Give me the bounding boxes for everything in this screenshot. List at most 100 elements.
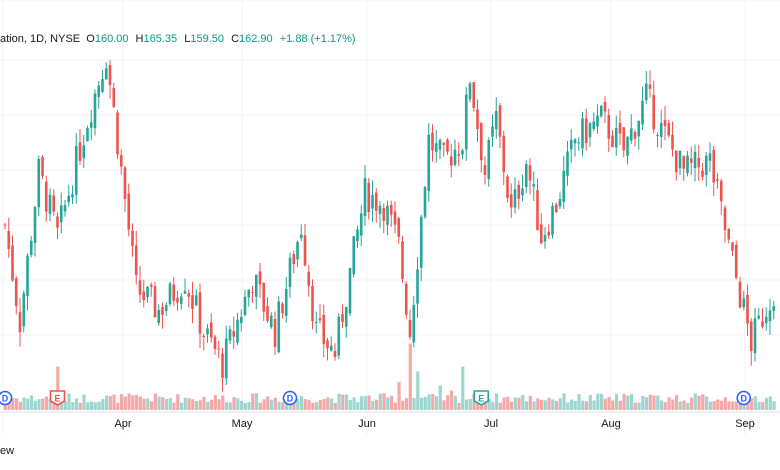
candle-body bbox=[97, 85, 101, 97]
candle-body bbox=[104, 68, 108, 80]
volume-bar bbox=[686, 402, 690, 410]
candle-body bbox=[656, 135, 659, 137]
candle-body bbox=[14, 278, 18, 307]
volume-bar bbox=[438, 385, 442, 410]
candle-body bbox=[427, 134, 431, 191]
candle-body bbox=[644, 83, 648, 101]
volume-bar bbox=[423, 396, 427, 410]
candle-body bbox=[397, 218, 401, 237]
dividend-marker bbox=[282, 390, 298, 406]
volume-bar bbox=[183, 397, 187, 410]
candle-body bbox=[363, 178, 367, 217]
interval-label[interactable]: 1D bbox=[29, 33, 45, 45]
candle-body bbox=[457, 154, 461, 157]
candle-body bbox=[449, 156, 453, 166]
volume-bar bbox=[236, 398, 240, 410]
volume-bar bbox=[329, 398, 334, 410]
candle-body bbox=[311, 286, 314, 322]
candle-body bbox=[63, 204, 67, 212]
volume-bar bbox=[577, 394, 581, 410]
candle-body bbox=[498, 105, 502, 137]
volume-bar bbox=[468, 399, 472, 410]
candle-body bbox=[168, 283, 172, 305]
volume-bar bbox=[179, 402, 184, 410]
volume-bar bbox=[217, 399, 221, 410]
volume-bar bbox=[622, 393, 626, 410]
month-label: May bbox=[232, 418, 253, 430]
candle-body bbox=[461, 150, 464, 155]
volume-bar bbox=[719, 400, 724, 410]
volume-bar bbox=[517, 397, 521, 410]
volume-bar bbox=[292, 398, 296, 410]
candle-body bbox=[187, 293, 191, 297]
volume-bar bbox=[648, 394, 652, 410]
candle-body bbox=[7, 231, 11, 250]
candle-body bbox=[149, 284, 153, 287]
volume-bar bbox=[56, 366, 60, 410]
close-label: C bbox=[231, 33, 240, 45]
volume-bar bbox=[74, 398, 79, 410]
candle-body bbox=[479, 123, 483, 161]
candle-body bbox=[761, 321, 764, 327]
volume-bar bbox=[494, 393, 499, 410]
candle-body bbox=[719, 180, 723, 202]
volume-bar bbox=[524, 401, 529, 410]
candle-body bbox=[536, 190, 539, 231]
volume-bar bbox=[269, 399, 274, 410]
volume-bar bbox=[311, 402, 315, 410]
candle-body bbox=[198, 292, 202, 334]
candle-body bbox=[224, 338, 228, 379]
volume-bar bbox=[352, 397, 356, 410]
volume-bar bbox=[14, 398, 19, 410]
candle-body bbox=[352, 236, 356, 275]
volume-bar bbox=[431, 394, 435, 410]
candle-body bbox=[18, 311, 22, 333]
candle-body bbox=[3, 224, 7, 226]
volume-bar bbox=[749, 398, 754, 410]
candle-body bbox=[153, 286, 157, 318]
candle-body bbox=[179, 296, 183, 304]
candle-body bbox=[603, 101, 607, 112]
candle-body bbox=[581, 118, 584, 149]
candle-body bbox=[228, 329, 232, 341]
volume-bar bbox=[768, 396, 772, 410]
volume-bar bbox=[498, 402, 502, 410]
volume-bar bbox=[378, 393, 382, 410]
volume-bar bbox=[592, 400, 596, 410]
volume-bar bbox=[44, 396, 49, 410]
volume-bar bbox=[712, 401, 716, 410]
volume-bar bbox=[453, 395, 457, 410]
candle-body bbox=[524, 164, 528, 187]
volume-bar bbox=[671, 399, 675, 410]
volume-bar bbox=[18, 401, 22, 410]
candle-body bbox=[112, 88, 116, 108]
symbol-name[interactable]: ation bbox=[0, 33, 24, 45]
volume-bar bbox=[753, 396, 757, 410]
volume-bar bbox=[78, 402, 82, 410]
candle-body bbox=[157, 309, 161, 324]
candle-body bbox=[423, 187, 427, 218]
volume-bar bbox=[731, 401, 735, 410]
candle-body bbox=[539, 224, 543, 244]
candle-body bbox=[697, 157, 701, 168]
volume-bar bbox=[322, 398, 326, 410]
volume-bar bbox=[502, 397, 506, 410]
volume-bar bbox=[757, 401, 761, 410]
candle-body bbox=[217, 348, 221, 350]
candle-body bbox=[682, 156, 686, 169]
volume-bar bbox=[633, 402, 637, 410]
volume-bar bbox=[442, 400, 446, 410]
candle-body bbox=[543, 235, 547, 242]
candle-body bbox=[701, 170, 704, 177]
volume-bar bbox=[539, 399, 544, 410]
volume-bar bbox=[637, 402, 641, 410]
dividend-marker bbox=[0, 390, 13, 406]
candle-body bbox=[659, 122, 663, 137]
candle-body bbox=[101, 79, 104, 92]
candle-body bbox=[768, 310, 772, 322]
candle-body bbox=[753, 318, 757, 354]
candle-body bbox=[401, 241, 404, 280]
candle-body bbox=[663, 119, 667, 127]
volume-bar bbox=[566, 402, 570, 410]
